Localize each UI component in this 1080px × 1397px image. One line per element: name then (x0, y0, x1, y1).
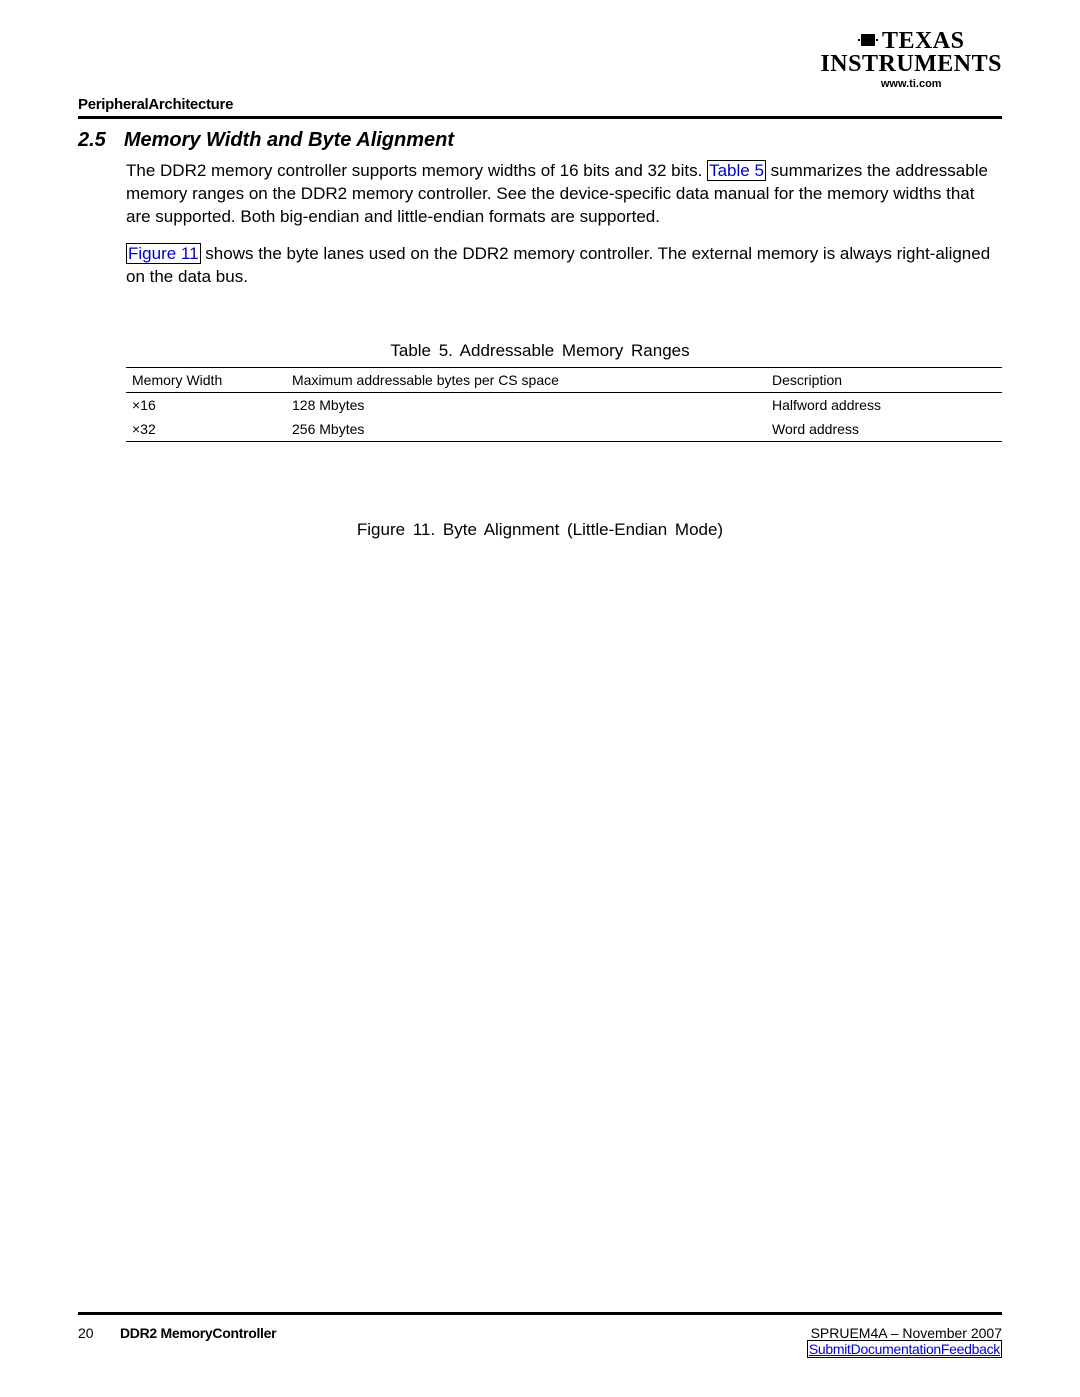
table-caption: Table 5. Addressable Memory Ranges (78, 341, 1002, 361)
table-header-row: Memory Width Maximum addressable bytes p… (126, 367, 1002, 392)
cell: Halfword address (766, 392, 1002, 417)
figure-caption: Figure 11. Byte Alignment (Little-Endian… (78, 520, 1002, 540)
table-5-link[interactable]: Table 5 (707, 160, 766, 181)
logo-line2: INSTRUMENTS (820, 51, 1002, 77)
body-text: The DDR2 memory controller supports memo… (126, 160, 1002, 289)
submit-feedback-link[interactable]: SubmitDocumentationFeedback (807, 1340, 1002, 1358)
memory-ranges-table: Memory Width Maximum addressable bytes p… (126, 367, 1002, 442)
p1-pre: The DDR2 memory controller supports memo… (126, 161, 707, 180)
section-heading: 2.5 Memory Width and Byte Alignment (78, 129, 1002, 152)
page-number: 20 (78, 1325, 102, 1357)
p2-post: shows the byte lanes used on the DDR2 me… (126, 244, 990, 286)
doc-id: SPRUEM4A – November 2007 (807, 1325, 1002, 1341)
footer-rule (78, 1312, 1002, 1315)
col-description: Description (766, 367, 1002, 392)
figure-11-link[interactable]: Figure 11 (126, 243, 201, 264)
page-footer: 20 DDR2 MemoryController SPRUEM4A – Nove… (78, 1312, 1002, 1357)
page-header: TEXAS INSTRUMENTS www.ti.com (78, 28, 1002, 90)
heading-number: 2.5 (78, 129, 106, 152)
footer-right: SPRUEM4A – November 2007 SubmitDocumenta… (807, 1325, 1002, 1357)
footer-row: 20 DDR2 MemoryController SPRUEM4A – Nove… (78, 1325, 1002, 1357)
paragraph-2: Figure 11 shows the byte lanes used on t… (126, 243, 1002, 289)
heading-title: Memory Width and Byte Alignment (124, 129, 454, 152)
ti-logo-block: TEXAS INSTRUMENTS www.ti.com (820, 30, 1002, 90)
ti-url: www.ti.com (820, 78, 1002, 90)
section-label-bar: PeripheralArchitecture (78, 96, 1002, 119)
paragraph-1: The DDR2 memory controller supports memo… (126, 160, 1002, 229)
ti-chip-icon (858, 32, 880, 50)
cell: 128 Mbytes (286, 392, 766, 417)
table-row: ×32 256 Mbytes Word address (126, 417, 1002, 442)
footer-title: DDR2 MemoryController (120, 1325, 276, 1357)
col-max-bytes: Maximum addressable bytes per CS space (286, 367, 766, 392)
cell: ×16 (126, 392, 286, 417)
table-row: ×16 128 Mbytes Halfword address (126, 392, 1002, 417)
cell: 256 Mbytes (286, 417, 766, 442)
ti-logo: TEXAS INSTRUMENTS (820, 30, 1002, 76)
col-memory-width: Memory Width (126, 367, 286, 392)
cell: ×32 (126, 417, 286, 442)
section-label: PeripheralArchitecture (78, 96, 233, 113)
footer-left: 20 DDR2 MemoryController (78, 1325, 276, 1357)
cell: Word address (766, 417, 1002, 442)
